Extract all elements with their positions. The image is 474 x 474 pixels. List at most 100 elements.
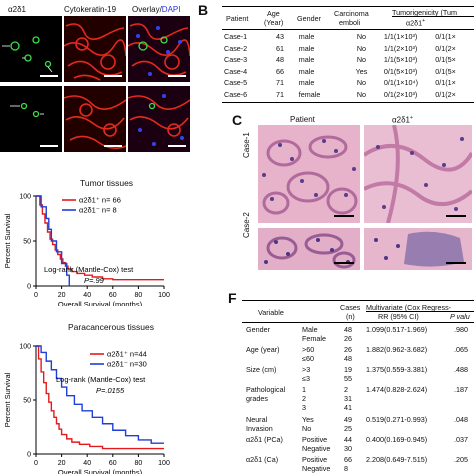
- micro-ck19-row1: [64, 16, 126, 82]
- micro-ck19-row1-image: [64, 23, 126, 81]
- b-cell: No: [356, 43, 367, 53]
- b-cell: 0/1(1×: [435, 78, 456, 88]
- km2-title: Paracancerous tissues: [68, 322, 154, 332]
- histology-case1-patient: [258, 125, 360, 223]
- b-h-emboli: emboli: [339, 18, 361, 27]
- f-variable: Neural: [246, 415, 268, 424]
- f-variable: α2δ1 (PCa): [246, 435, 283, 444]
- f-pvalue: .048: [454, 415, 468, 424]
- b-cell: Yes: [355, 66, 368, 76]
- km-x-tick-label: 0: [34, 292, 38, 299]
- f-pvalue: .488: [454, 365, 468, 374]
- f-variable: Size (cm): [246, 365, 277, 374]
- b-cell: Case-5: [224, 78, 248, 88]
- f-cases: 49: [344, 415, 352, 424]
- b-cell: No: [356, 78, 367, 88]
- f-cases: 48: [344, 354, 352, 363]
- b-table-row: Case-6 71 female No 0/1(2×10³) 0/1(2×: [222, 89, 474, 101]
- panel-a-col3-title: Overlay/DAPI: [132, 5, 181, 14]
- f-cases: 26: [344, 345, 352, 354]
- f-rr: 1.375(0.559-3.381): [366, 365, 428, 374]
- b-cell: 61: [275, 43, 284, 53]
- micro-overlay-row1: [128, 16, 190, 82]
- panel-b-label: B: [198, 2, 209, 18]
- f-rr: 0.400(0.169-0.945): [366, 435, 428, 444]
- f-group: Yes: [302, 415, 314, 424]
- f-rr: 1.474(0.828-2.624): [366, 385, 428, 394]
- micro-overlay-row2-image: [128, 94, 190, 146]
- b-cell: Case-2: [224, 43, 248, 53]
- b-cell: No: [356, 55, 367, 65]
- f-pvalue: .205: [454, 455, 468, 464]
- f-cases: 25: [344, 424, 352, 433]
- histology-case1-a2d1: [364, 125, 472, 223]
- km-series-line: [36, 345, 164, 450]
- b-cell: No: [356, 89, 367, 99]
- f-rr: 1.882(0.962-3.682): [366, 345, 428, 354]
- f-group: >3: [302, 365, 311, 374]
- f-group: 2: [302, 394, 306, 403]
- km-x-tick-label: 80: [135, 460, 143, 467]
- b-cell: 0/1(2×10³): [383, 89, 418, 99]
- b-cell: No: [356, 32, 367, 42]
- f-pvalue: .980: [454, 325, 468, 334]
- km-x-label: Overall Survival (months): [58, 468, 143, 474]
- c-row1-label: Case-1: [242, 132, 251, 158]
- f-variable-line2: Invasion: [246, 424, 273, 433]
- f-cases: 30: [344, 444, 352, 453]
- km-x-tick-label: 100: [158, 460, 170, 467]
- km-y-tick-label: 100: [19, 194, 31, 201]
- f-variable: Gender: [246, 325, 270, 334]
- km-pvalue: P=.99: [84, 276, 105, 285]
- panel-b-table: Patient Age (Year) Gender Carcinoma embo…: [222, 6, 474, 103]
- km-x-tick-label: 100: [158, 292, 170, 299]
- f-cases: 48: [344, 325, 352, 334]
- km-y-tick-label: 100: [19, 344, 31, 351]
- km-legend-label: α2δ1⁺ n=44: [107, 350, 147, 359]
- micro-ck19-row2-image: [64, 95, 126, 150]
- histology-case1-a2d1-image: [364, 125, 472, 223]
- f-group: No: [302, 424, 312, 433]
- km-series-line: [36, 345, 164, 444]
- b-table-row: Case-1 43 male No 1/1(1×10³) 0/1(1×: [222, 31, 474, 43]
- b-h-year: (Year): [264, 18, 284, 27]
- f-group: Male: [302, 325, 318, 334]
- b-cell: 0/1(2×: [435, 89, 456, 99]
- b-h-tumorigenicity: Tumorigenicity (Tum: [392, 8, 457, 17]
- b-cell: 1/1(1×10³): [383, 32, 418, 42]
- c-row2-label: Case-2: [242, 212, 251, 238]
- f-cases: 41: [344, 403, 352, 412]
- b-cell: 71: [275, 89, 284, 99]
- f-cases: 8: [344, 464, 348, 473]
- f-cases: 19: [344, 365, 352, 374]
- micro-overlay-row2: [128, 86, 190, 152]
- f-variable: α2δ1 (Ca): [246, 455, 279, 464]
- b-cell: Case-3: [224, 55, 248, 65]
- b-h-carcinoma: Carcinoma: [334, 9, 369, 18]
- b-h-age: Age: [267, 9, 280, 18]
- f-group: Negative: [302, 444, 331, 453]
- f-cases: 44: [344, 435, 352, 444]
- b-cell: 0/1(5×: [435, 66, 456, 76]
- f-cases: 31: [344, 394, 352, 403]
- panel-a-col2-title: Cytokeratin-19: [64, 5, 117, 14]
- panel-f-table: Variable Cases (n) Multivariate (Cox Reg…: [242, 300, 474, 474]
- b-cell: Case-6: [224, 89, 248, 99]
- micro-a2d1-row2-image: [10, 102, 44, 118]
- b-cell: 1/1(5×10³): [383, 55, 418, 65]
- panel-f-label: F: [228, 290, 237, 306]
- f-variable: Pathological: [246, 385, 286, 394]
- b-cell: male: [298, 32, 315, 42]
- f-group: 1: [302, 385, 306, 394]
- f-cases: 55: [344, 374, 352, 383]
- f-rr: 1.099(0.517-1.969): [366, 325, 428, 334]
- km-x-tick-label: 20: [58, 460, 66, 467]
- f-rr: 0.519(0.271-0.993): [366, 415, 428, 424]
- f-group: Negative: [302, 464, 331, 473]
- b-cell: 0/1(1×10⁴): [383, 78, 418, 88]
- km-annotation: Log-rank (Mantle-Cox) test: [44, 265, 134, 274]
- km-legend-label: α2δ1⁻ n=30: [107, 360, 147, 369]
- b-cell: 71: [275, 78, 284, 88]
- km-x-tick-label: 60: [109, 460, 117, 467]
- b-cell: 66: [275, 66, 284, 76]
